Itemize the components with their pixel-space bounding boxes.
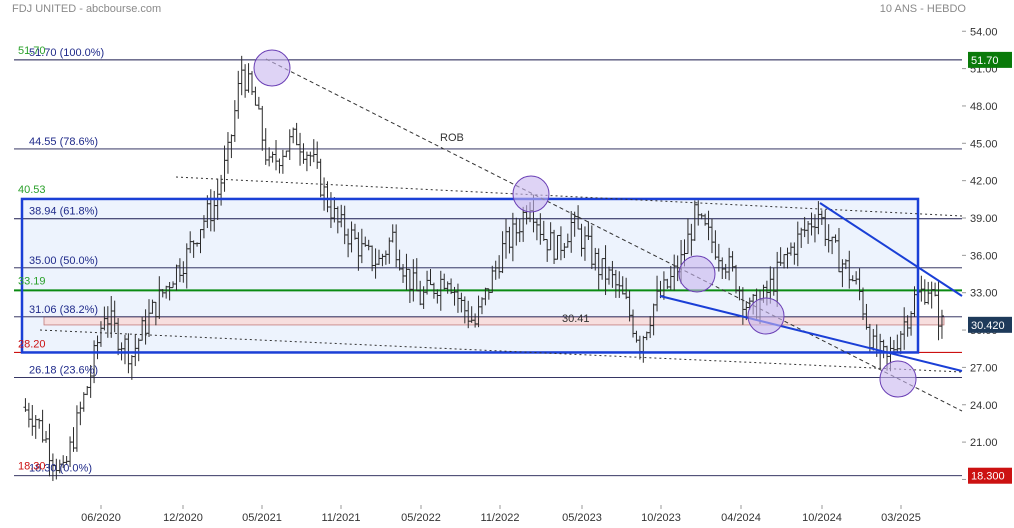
y-tick-label: 39.00	[970, 213, 998, 225]
fib-label: 26.18 (23.6%)	[29, 365, 98, 377]
highlight-circle	[879, 360, 917, 398]
fib-label: 35.00 (50.0%)	[29, 255, 98, 267]
y-tick-label: 36.00	[970, 250, 998, 262]
price-badge-label: 30.420	[971, 320, 1005, 332]
price-badge	[968, 51, 1012, 68]
x-tick-label: 05/2022	[401, 512, 441, 524]
x-tick-label: 05/2023	[562, 512, 602, 524]
y-tick-label: 33.00	[970, 288, 998, 300]
level-label-28-20: 28.20	[18, 338, 46, 350]
fib-label: 38.94 (61.8%)	[29, 206, 98, 218]
x-tick-label: 05/2021	[242, 512, 282, 524]
rob-neckline	[265, 58, 963, 412]
x-tick-label: 12/2020	[163, 512, 203, 524]
price-badge-label: 18.300	[971, 471, 1005, 483]
price-badge-label: 51.70	[971, 55, 999, 67]
y-tick-label: 45.00	[970, 138, 998, 150]
level-label-33-19: 33.19	[18, 275, 46, 287]
price-badge	[968, 467, 1012, 484]
level-label-40-53: 40.53	[18, 184, 46, 196]
y-tick-label: 48.00	[970, 101, 998, 113]
highlight-circle	[512, 175, 550, 213]
lower-dotted-trendline	[39, 329, 963, 373]
y-tick-label: 42.00	[970, 176, 998, 188]
descending-support	[659, 295, 963, 372]
y-tick-label: 24.00	[970, 400, 998, 412]
level-label-18-30: 18.30	[18, 461, 46, 473]
chart-period: 10 ANS - HEBDO	[879, 3, 966, 15]
level-label-51-70: 51.70	[18, 45, 46, 57]
fib-label: 44.55 (78.6%)	[29, 136, 98, 148]
x-tick-label: 04/2024	[721, 512, 761, 524]
fib-label: 31.06 (38.2%)	[29, 304, 98, 316]
x-tick-label: 03/2025	[881, 512, 921, 524]
y-tick-label: 54.00	[970, 26, 998, 38]
fib-label: 51.70 (100.0%)	[29, 47, 104, 59]
x-tick-label: 11/2021	[322, 512, 361, 524]
consolidation-zone	[22, 198, 918, 353]
x-tick-label: 10/2023	[641, 512, 681, 524]
last-price-band	[43, 316, 945, 326]
rob-annotation: ROB	[440, 132, 464, 144]
x-tick-label: 10/2024	[802, 512, 842, 524]
last-price-label: 30.41	[562, 313, 590, 325]
y-tick-label: 21.00	[970, 437, 998, 449]
x-tick-label: 06/2020	[81, 512, 121, 524]
y-tick-label: 27.00	[970, 362, 998, 374]
descending-resistance	[819, 202, 963, 297]
highlight-circle	[253, 49, 291, 87]
consolidation-box	[20, 197, 920, 354]
fib-label: 18.30 (0.0%)	[29, 463, 92, 475]
x-tick-label: 11/2022	[481, 512, 520, 524]
price-badge	[968, 316, 1012, 333]
chart-title: FDJ UNITED - abcbourse.com	[12, 3, 162, 15]
highlight-circle	[678, 255, 716, 293]
highlight-circle	[747, 297, 785, 335]
